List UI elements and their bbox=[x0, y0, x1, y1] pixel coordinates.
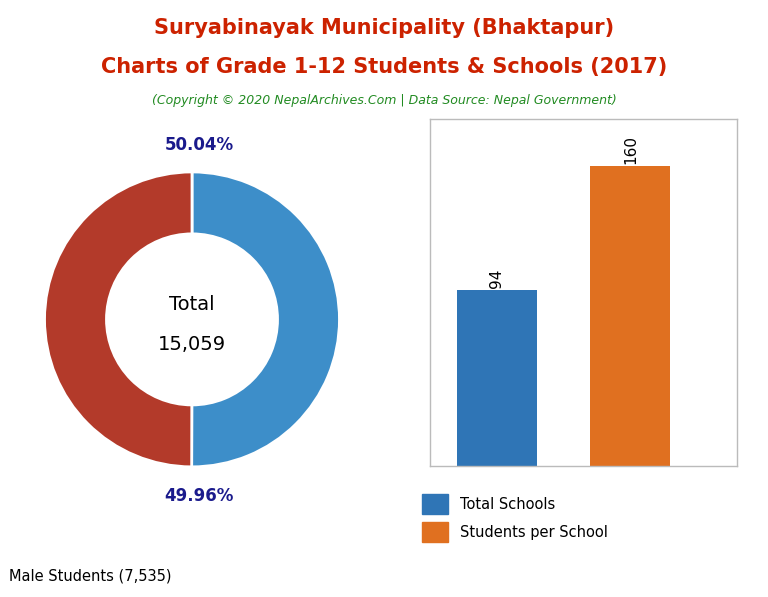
Text: 49.96%: 49.96% bbox=[164, 487, 234, 505]
Legend: Total Schools, Students per School: Total Schools, Students per School bbox=[422, 494, 607, 542]
Wedge shape bbox=[192, 172, 339, 467]
Text: Suryabinayak Municipality (Bhaktapur): Suryabinayak Municipality (Bhaktapur) bbox=[154, 18, 614, 38]
Text: 94: 94 bbox=[489, 269, 505, 288]
Text: Total: Total bbox=[169, 295, 215, 314]
Bar bbox=[457, 290, 537, 466]
Text: 15,059: 15,059 bbox=[158, 335, 226, 354]
Text: Charts of Grade 1-12 Students & Schools (2017): Charts of Grade 1-12 Students & Schools … bbox=[101, 57, 667, 77]
Wedge shape bbox=[45, 172, 192, 467]
Legend: Male Students (7,535), Female Students (7,524): Male Students (7,535), Female Students (… bbox=[0, 566, 190, 597]
Text: 160: 160 bbox=[623, 136, 638, 164]
Bar bbox=[591, 166, 670, 466]
Text: (Copyright © 2020 NepalArchives.Com | Data Source: Nepal Government): (Copyright © 2020 NepalArchives.Com | Da… bbox=[151, 94, 617, 107]
Text: 50.04%: 50.04% bbox=[165, 136, 234, 155]
